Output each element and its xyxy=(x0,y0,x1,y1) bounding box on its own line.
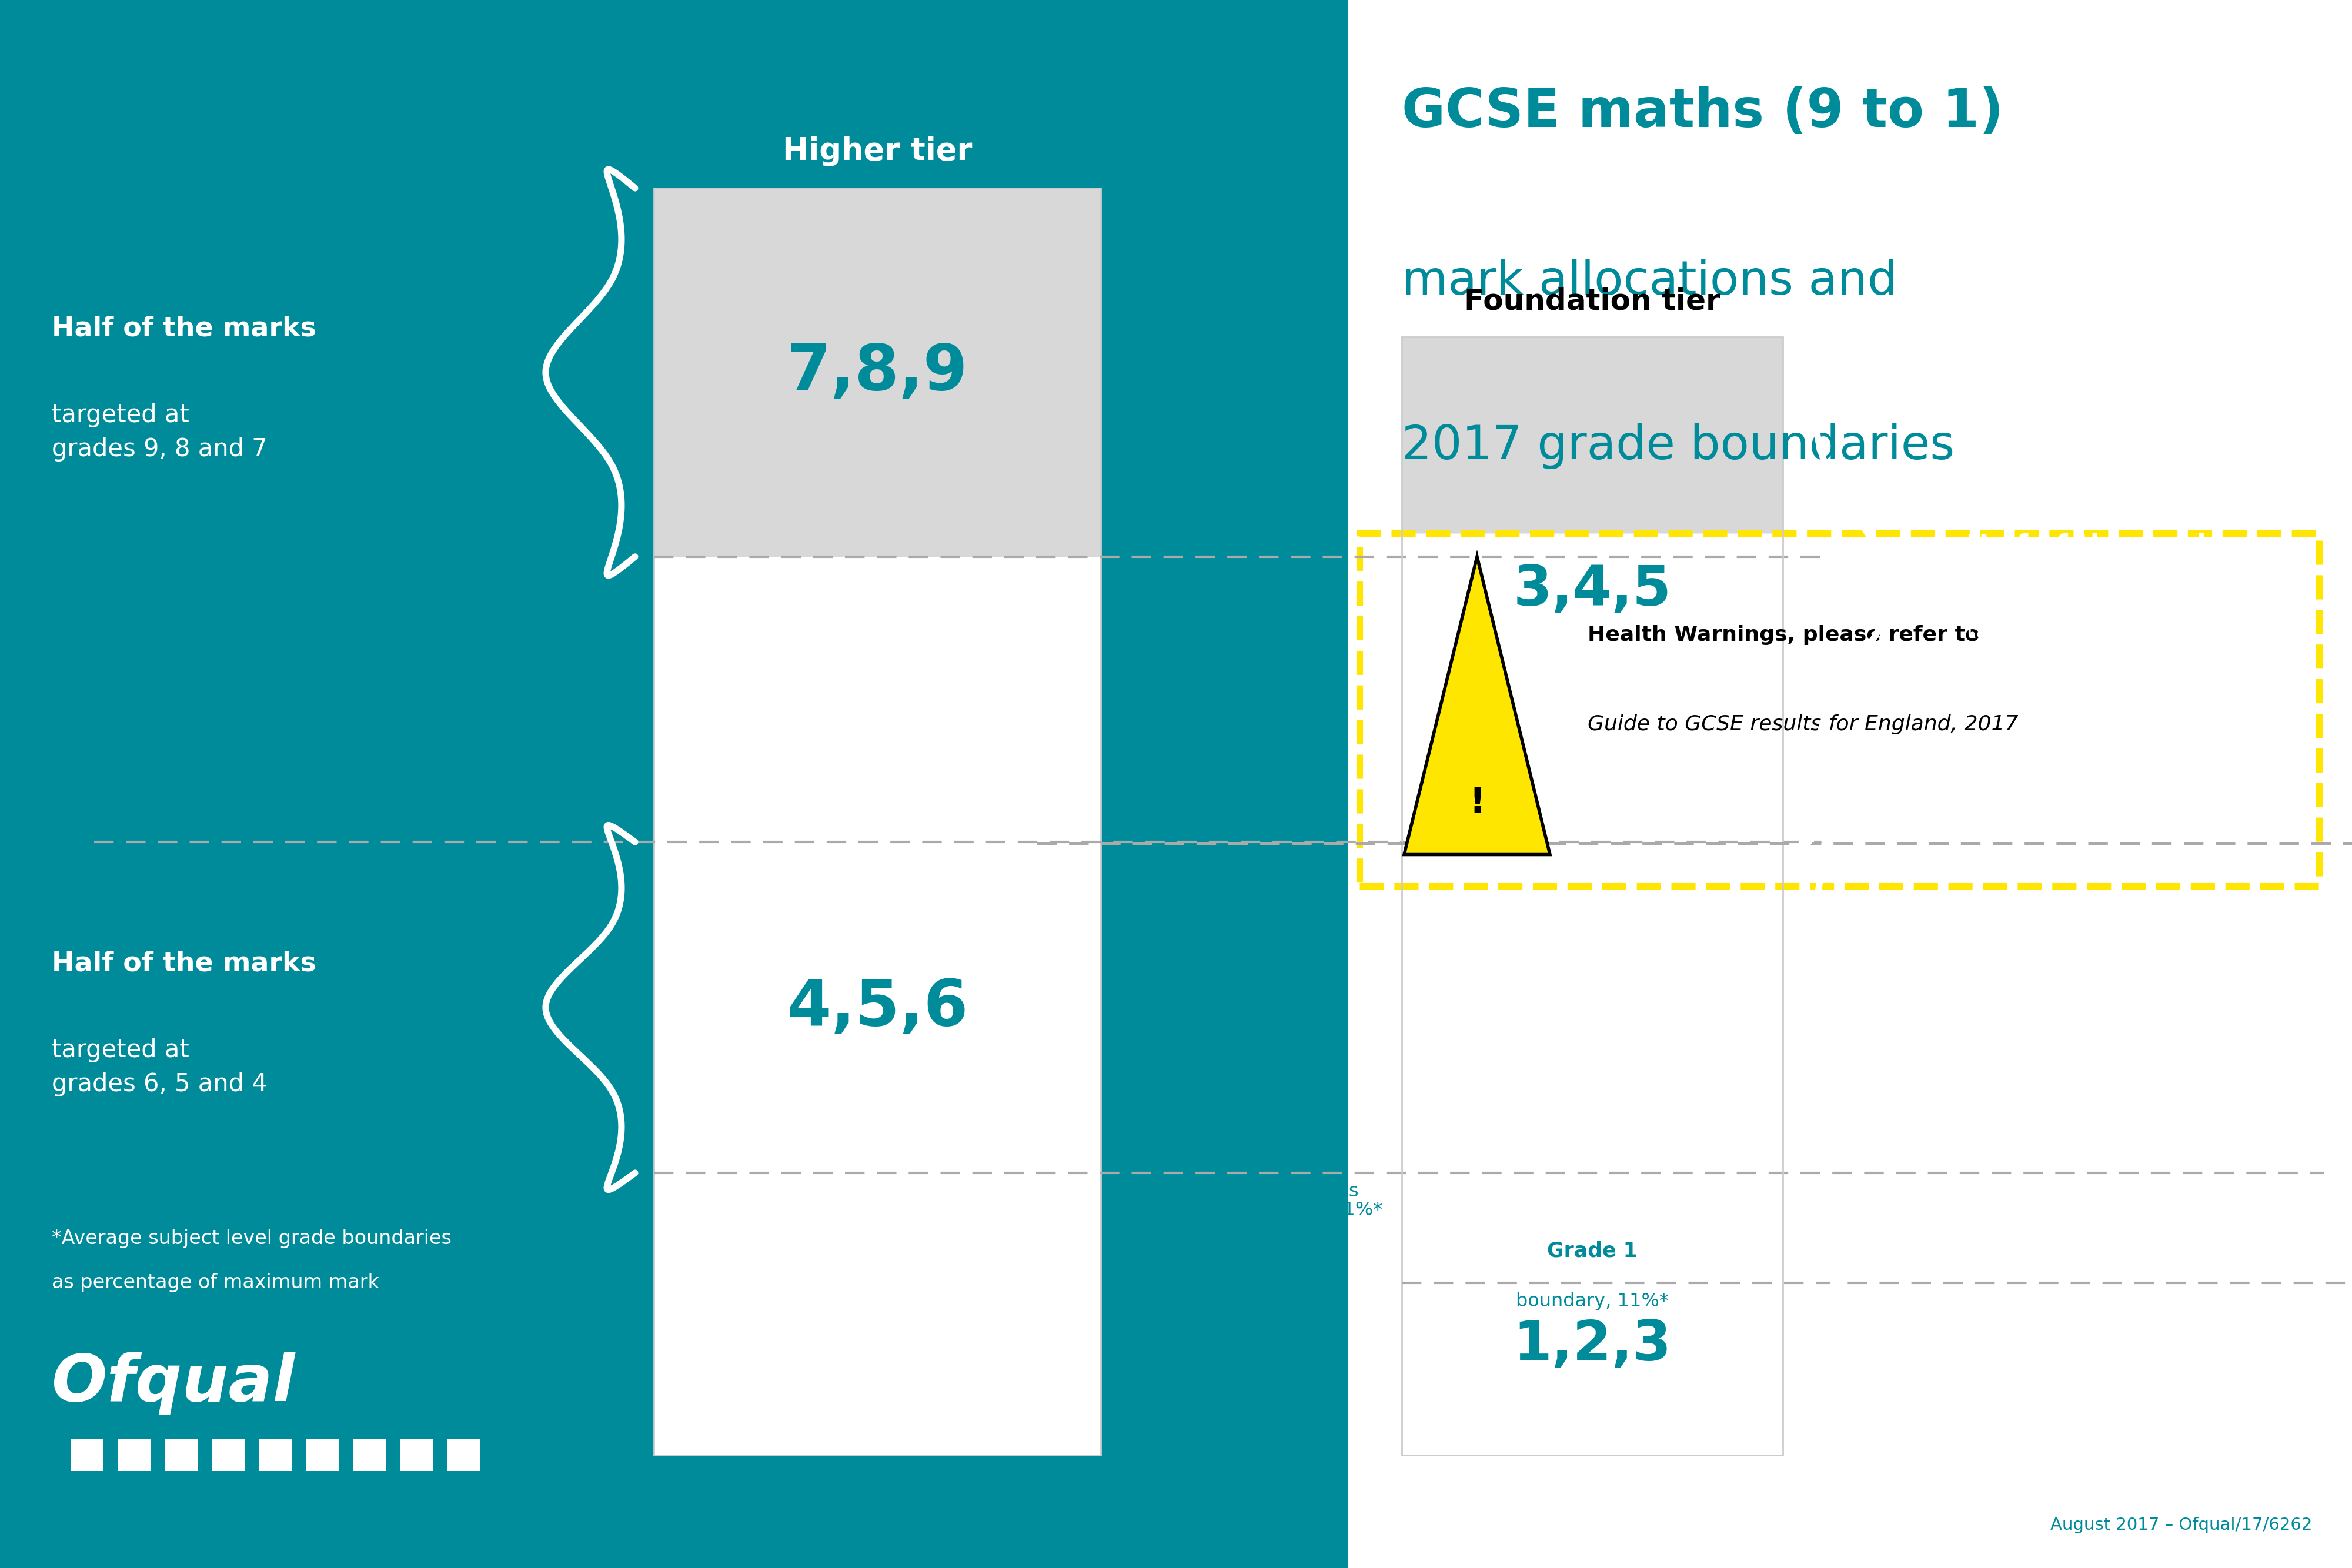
Text: Health Warnings, please refer to: Health Warnings, please refer to xyxy=(1588,626,1980,644)
FancyBboxPatch shape xyxy=(353,1439,386,1471)
FancyBboxPatch shape xyxy=(654,188,1101,557)
Text: 1,2,3: 1,2,3 xyxy=(1512,1319,1672,1372)
FancyBboxPatch shape xyxy=(118,1439,151,1471)
Text: boundary, 52%*: boundary, 52%* xyxy=(1131,851,1284,870)
FancyBboxPatch shape xyxy=(447,1439,480,1471)
Text: 2017 grade boundaries: 2017 grade boundaries xyxy=(1402,423,1955,469)
Text: Half of the marks: Half of the marks xyxy=(1966,533,2230,560)
Text: Grade 4: Grade 4 xyxy=(1254,1131,1343,1151)
Text: Guide to GCSE results for England, 2017: Guide to GCSE results for England, 2017 xyxy=(1588,715,2018,734)
Text: GCSE maths (9 to 1): GCSE maths (9 to 1) xyxy=(1402,86,2004,138)
Text: targeted at
bottom of grade 3
and grades 2 and 1: targeted at bottom of grade 3 and grades… xyxy=(1966,1189,2204,1283)
FancyBboxPatch shape xyxy=(71,1439,103,1471)
FancyBboxPatch shape xyxy=(212,1439,245,1471)
Text: boundary, 11%*: boundary, 11%* xyxy=(1517,1292,1668,1311)
Text: Higher tier: Higher tier xyxy=(783,136,971,166)
FancyBboxPatch shape xyxy=(400,1439,433,1471)
FancyBboxPatch shape xyxy=(1402,337,1783,844)
FancyBboxPatch shape xyxy=(654,188,1101,1455)
Text: mark allocations and: mark allocations and xyxy=(1402,259,1898,304)
Text: Grade 9: Grade 9 xyxy=(1131,514,1221,535)
Text: targeted at
grades 5, 4 and
top of grade 3: targeted at grades 5, 4 and top of grade… xyxy=(1966,619,2159,712)
Text: Grade 1: Grade 1 xyxy=(1548,1240,1637,1261)
Text: Ofqual: Ofqual xyxy=(52,1352,296,1414)
Text: August 2017 – Ofqual/17/6262: August 2017 – Ofqual/17/6262 xyxy=(2051,1518,2312,1534)
FancyBboxPatch shape xyxy=(1305,0,1348,1568)
Text: Half of the marks: Half of the marks xyxy=(52,950,315,977)
Text: *Average subject level grade boundaries: *Average subject level grade boundaries xyxy=(52,1229,452,1248)
Text: Half of the marks: Half of the marks xyxy=(1966,1093,2230,1118)
Text: Half of the marks: Half of the marks xyxy=(52,315,315,342)
Text: targeted at
grades 6, 5 and 4: targeted at grades 6, 5 and 4 xyxy=(52,1038,268,1096)
FancyBboxPatch shape xyxy=(1305,0,2352,1568)
Text: 3,4,5: 3,4,5 xyxy=(1512,563,1672,618)
FancyBboxPatch shape xyxy=(259,1439,292,1471)
FancyBboxPatch shape xyxy=(165,1439,198,1471)
Polygon shape xyxy=(1404,557,1550,855)
FancyBboxPatch shape xyxy=(1402,337,1783,1455)
Text: 7,8,9: 7,8,9 xyxy=(786,342,969,403)
Text: targeted at
grades 9, 8 and 7: targeted at grades 9, 8 and 7 xyxy=(52,403,268,461)
Text: 4,5,6: 4,5,6 xyxy=(786,977,969,1038)
Text: 18%*: 18%* xyxy=(1131,1201,1183,1220)
Text: as percentage of maximum mark: as percentage of maximum mark xyxy=(52,1273,379,1292)
Text: boundary, 79%*: boundary, 79%* xyxy=(1131,566,1284,585)
Text: 51%*: 51%* xyxy=(1331,1201,1383,1220)
Text: boundaries: boundaries xyxy=(1254,1182,1359,1201)
Text: Foundation tier: Foundation tier xyxy=(1465,287,1719,315)
FancyBboxPatch shape xyxy=(1359,533,2319,886)
Text: Grade 7: Grade 7 xyxy=(1131,800,1221,820)
FancyBboxPatch shape xyxy=(306,1439,339,1471)
Text: !: ! xyxy=(1468,786,1486,820)
